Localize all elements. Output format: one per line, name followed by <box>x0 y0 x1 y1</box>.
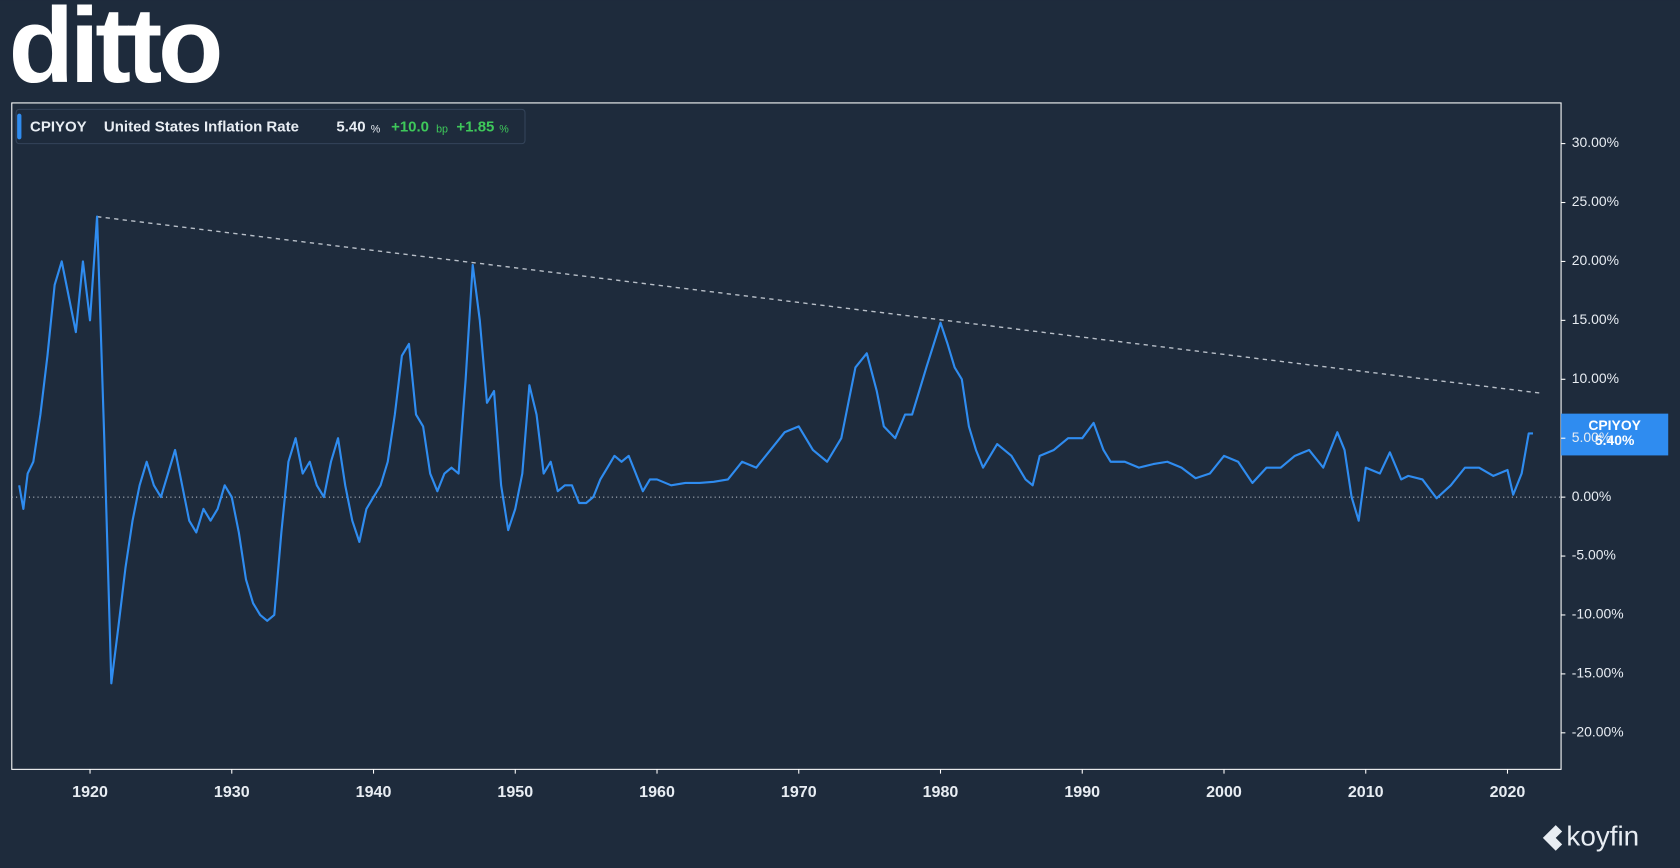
legend-name: United States Inflation Rate <box>104 119 299 136</box>
trend-line <box>97 215 1544 395</box>
legend-change-pct-unit: % <box>499 124 509 136</box>
y-tick-label: -10.00% <box>1572 606 1624 622</box>
x-tick-label: 1950 <box>497 783 533 801</box>
end-badge-name: CPIYOY <box>1588 417 1641 433</box>
x-tick-label: 1970 <box>781 783 817 801</box>
x-tick-label: 2020 <box>1490 783 1526 801</box>
source: koyfin <box>1566 820 1639 851</box>
end-badge-value: 5.40% <box>1595 432 1634 448</box>
legend-last: 5.40 <box>336 119 365 136</box>
legend-change-unit: bp <box>436 124 448 136</box>
x-tick-label: 1940 <box>356 783 392 801</box>
legend-ticker: CPIYOY <box>30 119 87 136</box>
y-tick-label: 30.00% <box>1572 134 1619 150</box>
legend-change: +10.0 <box>391 119 429 136</box>
logo: ditto <box>9 0 220 105</box>
x-tick-label: 1920 <box>72 783 108 801</box>
y-tick-label: 0.00% <box>1572 488 1611 504</box>
series-line <box>18 215 1533 685</box>
y-tick-label: 20.00% <box>1572 252 1619 268</box>
end-badge <box>1561 413 1669 456</box>
plot <box>11 215 1562 685</box>
legend-box <box>15 108 526 145</box>
x-tick-label: 2010 <box>1348 783 1384 801</box>
legend-swatch <box>17 113 22 140</box>
y-tick-label: -15.00% <box>1572 665 1624 681</box>
legend-last-unit: % <box>371 124 381 136</box>
x-tick-label: 2000 <box>1206 783 1242 801</box>
y-tick-label: -20.00% <box>1572 723 1624 739</box>
koyfin-icon <box>1542 825 1563 851</box>
y-tick-label: 15.00% <box>1572 311 1619 327</box>
y-tick-label: 25.00% <box>1572 193 1619 209</box>
y-tick-label: -5.00% <box>1572 547 1616 563</box>
y-tick-label: 5.00% <box>1572 429 1611 445</box>
x-tick-label: 1990 <box>1064 783 1100 801</box>
y-tick-label: 10.00% <box>1572 370 1619 386</box>
x-tick-label: 1930 <box>214 783 250 801</box>
x-tick-label: 1960 <box>639 783 675 801</box>
legend-change-pct: +1.85 <box>456 119 494 136</box>
x-tick-label: 1980 <box>923 783 959 801</box>
